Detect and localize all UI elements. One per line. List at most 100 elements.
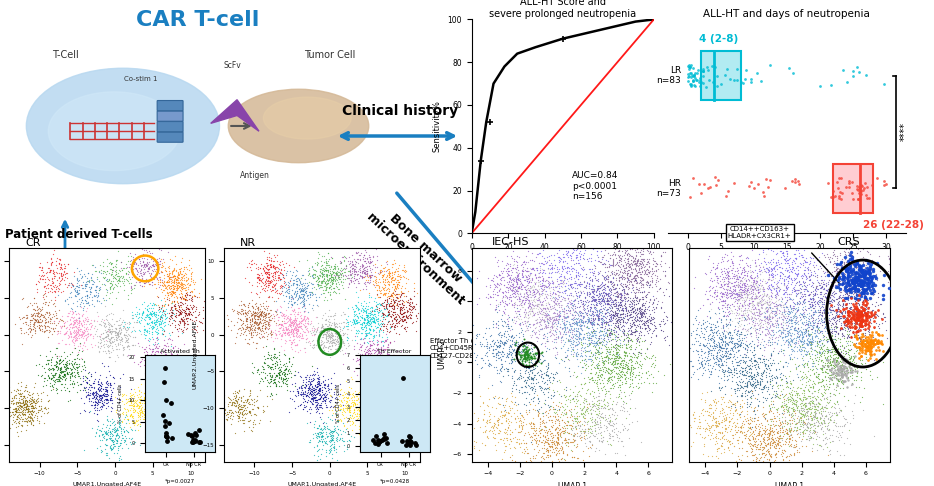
Point xyxy=(812,323,827,331)
Point xyxy=(783,332,798,340)
Point xyxy=(764,415,779,423)
Point xyxy=(136,246,151,254)
Point xyxy=(591,404,606,412)
Point xyxy=(765,431,780,439)
Point xyxy=(546,298,561,306)
Point xyxy=(523,341,538,348)
Point xyxy=(250,397,265,404)
Point xyxy=(170,275,185,283)
Point xyxy=(773,310,788,318)
Point xyxy=(106,337,121,345)
Point xyxy=(801,290,816,297)
Point xyxy=(361,251,376,259)
Point xyxy=(581,298,596,306)
Point xyxy=(849,249,864,257)
Point xyxy=(799,339,814,347)
Point xyxy=(827,246,842,254)
Point xyxy=(835,365,850,373)
Point xyxy=(75,312,90,319)
Point xyxy=(326,325,341,333)
Point xyxy=(324,337,339,345)
Point xyxy=(818,407,833,415)
Point xyxy=(518,346,533,353)
Point xyxy=(293,288,308,296)
Point xyxy=(823,338,838,346)
Point xyxy=(326,337,341,345)
Y-axis label: UMAP 2: UMAP 2 xyxy=(438,340,447,369)
Point xyxy=(603,326,618,333)
Point xyxy=(762,421,777,429)
Point xyxy=(380,284,395,292)
Point xyxy=(605,283,620,291)
Point xyxy=(809,308,824,315)
Point xyxy=(696,450,711,458)
Point xyxy=(226,400,241,408)
Point xyxy=(801,399,816,407)
Point xyxy=(830,270,845,278)
Point xyxy=(347,405,362,413)
Point xyxy=(133,327,148,335)
Point xyxy=(814,312,829,319)
Point xyxy=(105,300,120,308)
Point xyxy=(53,269,68,277)
Point xyxy=(565,350,580,358)
Point xyxy=(627,243,642,251)
Point xyxy=(600,295,615,303)
Point xyxy=(622,368,637,376)
Point xyxy=(714,355,729,363)
Point xyxy=(569,341,584,349)
Point xyxy=(378,346,393,353)
Point xyxy=(841,271,856,278)
Point xyxy=(507,351,522,359)
Point xyxy=(283,281,298,289)
Point xyxy=(532,420,547,428)
Point xyxy=(146,324,161,332)
Point xyxy=(109,437,124,445)
Point xyxy=(535,331,550,339)
Point xyxy=(800,330,815,337)
Point xyxy=(545,438,559,446)
Point xyxy=(62,340,77,348)
Point xyxy=(740,361,755,369)
Point xyxy=(772,247,787,255)
Point xyxy=(275,317,290,325)
Point xyxy=(288,284,303,292)
Point xyxy=(560,247,575,255)
Point xyxy=(604,330,619,338)
Point xyxy=(642,354,657,362)
Point xyxy=(545,285,560,293)
Point xyxy=(628,309,643,317)
Point xyxy=(602,254,617,261)
Point xyxy=(773,402,788,410)
Point xyxy=(43,260,58,268)
Point xyxy=(695,371,710,379)
Point xyxy=(145,324,160,332)
Point xyxy=(170,360,185,367)
Point xyxy=(84,372,99,380)
Point xyxy=(175,375,190,383)
Point xyxy=(616,275,631,283)
Point xyxy=(637,243,652,251)
Point xyxy=(601,326,616,334)
Point xyxy=(585,292,600,299)
Point xyxy=(770,428,785,436)
Point xyxy=(751,299,766,307)
Point xyxy=(561,264,576,272)
Point xyxy=(731,317,746,325)
Point xyxy=(800,321,815,329)
Point xyxy=(551,253,566,261)
Point xyxy=(251,277,266,284)
Point xyxy=(378,387,393,395)
Point xyxy=(262,261,277,269)
Point xyxy=(163,368,177,376)
Point xyxy=(596,434,611,441)
Point xyxy=(504,286,519,294)
Point xyxy=(258,279,273,287)
Point xyxy=(378,372,393,380)
Point xyxy=(826,296,841,304)
Point xyxy=(834,422,849,430)
Point xyxy=(774,269,789,277)
Point xyxy=(110,317,125,325)
Point xyxy=(756,321,771,329)
Point xyxy=(66,318,81,326)
